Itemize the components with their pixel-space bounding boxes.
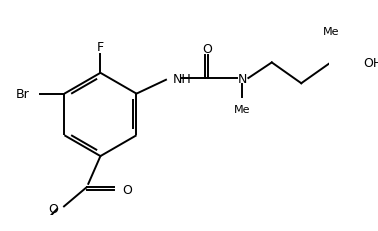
Text: Me: Me xyxy=(322,27,339,37)
Text: Br: Br xyxy=(16,88,30,101)
Text: Me: Me xyxy=(234,105,251,115)
Text: N: N xyxy=(238,72,247,85)
Text: NH: NH xyxy=(173,72,192,85)
Text: O: O xyxy=(122,183,132,196)
Text: O: O xyxy=(203,43,212,56)
Text: OH: OH xyxy=(363,57,378,70)
Text: O: O xyxy=(48,203,58,216)
Text: F: F xyxy=(97,41,104,54)
